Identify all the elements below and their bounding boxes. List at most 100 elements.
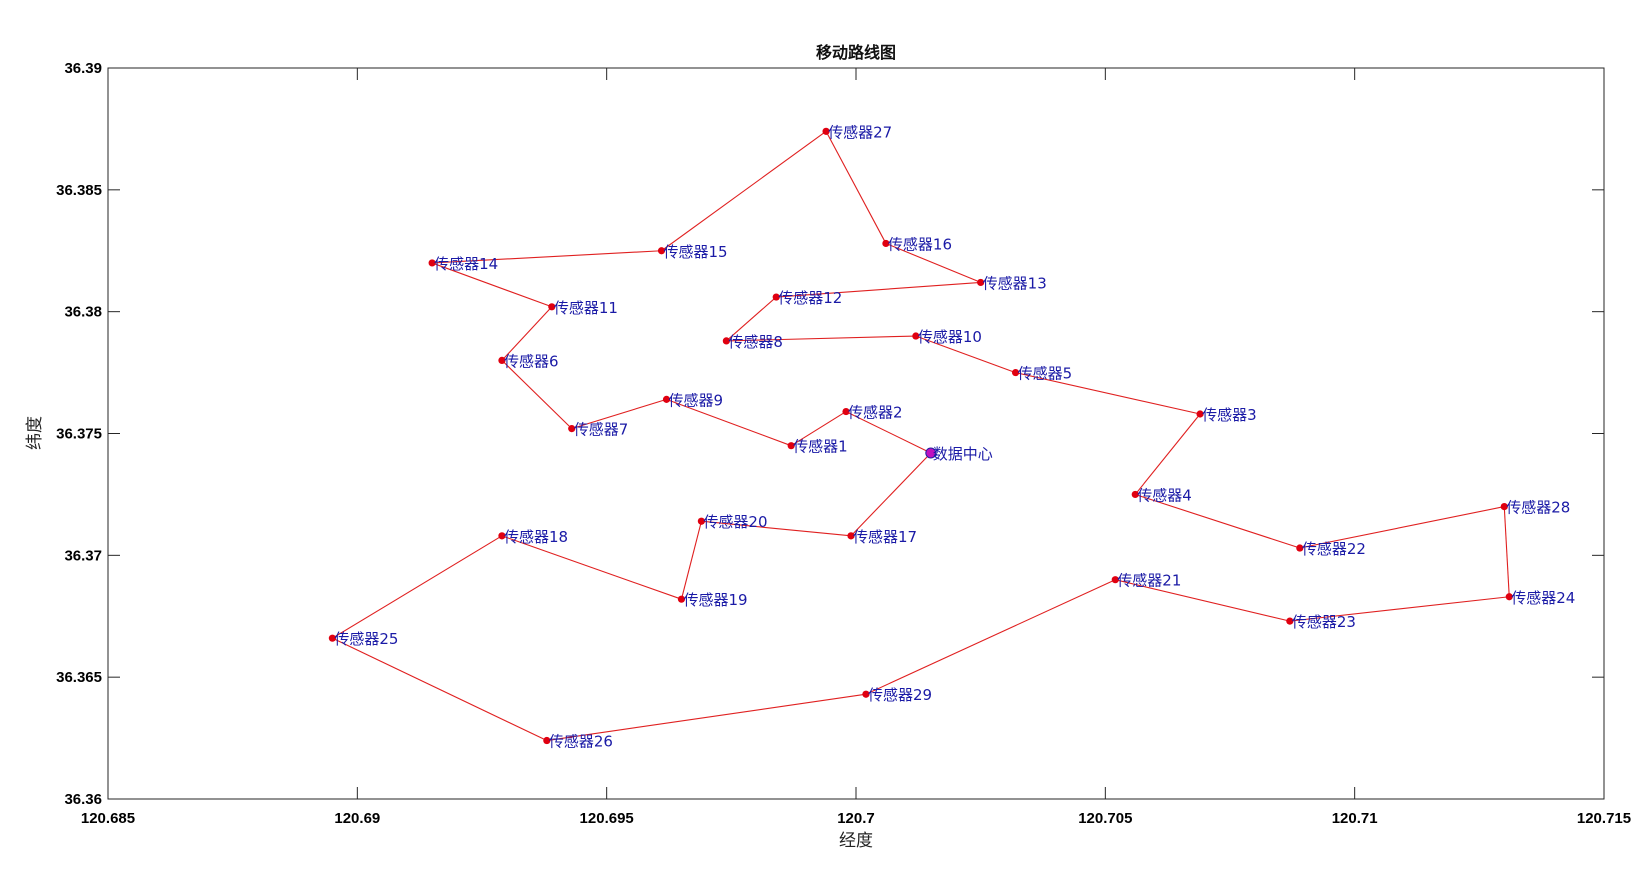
route-segment	[865, 579, 1116, 695]
y-tick-label: 36.36	[64, 791, 102, 808]
route-segment	[501, 360, 573, 430]
x-tick-label: 120.715	[1577, 810, 1631, 827]
sensor-marker	[1131, 490, 1139, 499]
route-segment	[332, 637, 548, 742]
route-markers	[328, 127, 1513, 745]
sensor-marker	[842, 407, 850, 416]
sensor-marker	[1296, 544, 1304, 552]
sensor-marker	[882, 239, 890, 248]
y-axis-label: 纬度	[25, 416, 45, 450]
y-tick-label: 36.375	[56, 426, 102, 443]
x-tick-label: 120.695	[580, 810, 634, 827]
sensor-label: 传感器23	[1292, 613, 1356, 631]
sensor-marker	[568, 425, 576, 433]
sensor-label: 传感器18	[504, 528, 568, 546]
sensor-marker	[657, 247, 666, 255]
route-segment	[431, 262, 553, 308]
sensor-marker	[428, 259, 436, 267]
sensor-marker	[862, 690, 870, 698]
sensor-label: 传感器4	[1137, 486, 1192, 504]
route-segment	[1299, 506, 1505, 549]
sensor-marker	[1500, 503, 1508, 511]
sensor-marker	[977, 278, 985, 287]
route-segment	[885, 242, 981, 283]
route-segment	[680, 521, 702, 600]
sensor-label: 传感器8	[728, 333, 783, 351]
route-segment	[1135, 493, 1300, 549]
sensor-label: 传感器21	[1117, 572, 1181, 590]
route-segment	[546, 693, 867, 742]
y-tick-label: 36.38	[64, 304, 102, 321]
route-segment	[1289, 596, 1510, 622]
route-segment	[725, 296, 777, 342]
sensor-marker	[548, 303, 556, 311]
route-segment	[501, 306, 553, 361]
sensor-marker	[722, 337, 730, 345]
sensor-label: 传感器25	[334, 630, 398, 648]
sensor-marker	[677, 595, 686, 603]
route-segment	[1503, 506, 1510, 597]
sensor-label: 传感器7	[574, 421, 629, 439]
y-tick-label: 36.385	[56, 182, 102, 199]
sensor-marker	[1111, 576, 1119, 584]
x-tick-label: 120.69	[334, 810, 380, 827]
sensor-label: 传感器24	[1511, 589, 1575, 607]
data-center-label: 数据中心	[933, 445, 993, 463]
route-segment	[701, 520, 852, 537]
sensor-marker	[787, 442, 795, 450]
sensor-label: 传感器17	[853, 528, 917, 546]
route-segment	[776, 281, 981, 298]
sensor-marker	[328, 634, 336, 642]
route-segment	[825, 131, 887, 244]
sensor-marker	[1196, 410, 1204, 418]
sensor-label: 传感器1	[793, 438, 848, 456]
sensor-label: 传感器28	[1506, 499, 1570, 517]
sensor-marker	[847, 532, 855, 540]
route-segment	[332, 535, 503, 639]
sensor-marker	[662, 395, 671, 403]
sensor-label: 传感器9	[669, 391, 724, 409]
sensor-label: 传感器26	[549, 733, 613, 751]
sensor-marker	[822, 127, 830, 135]
x-axis-label: 经度	[839, 831, 873, 851]
sensor-label: 传感器29	[868, 686, 932, 704]
route-segment	[666, 398, 792, 447]
sensor-label: 传感器13	[983, 274, 1047, 292]
sensor-marker	[498, 532, 506, 540]
sensor-label: 传感器5	[1018, 365, 1073, 383]
sensor-label: 传感器16	[888, 235, 952, 253]
sensor-marker	[1505, 593, 1513, 601]
route-segment	[845, 411, 932, 454]
route-segment	[790, 411, 847, 447]
x-tick-label: 120.685	[81, 810, 135, 827]
route-segment	[1015, 372, 1201, 415]
sensor-label: 传感器22	[1302, 540, 1366, 558]
sensor-label: 传感器12	[778, 289, 842, 307]
route-segment	[571, 398, 667, 430]
data-center-marker	[925, 447, 937, 459]
x-tick-label: 120.705	[1078, 810, 1132, 827]
route-segment	[432, 250, 662, 264]
plot-area	[107, 67, 1605, 800]
sensor-marker	[1286, 617, 1294, 625]
route-segment	[661, 130, 827, 252]
y-tick-label: 36.37	[64, 547, 102, 564]
route-segment	[726, 335, 916, 342]
sensor-label: 传感器14	[434, 255, 498, 273]
route-path	[332, 130, 1510, 742]
route-segment	[915, 335, 1016, 374]
sensor-marker	[543, 736, 551, 745]
sensor-marker	[498, 356, 506, 364]
sensor-label: 传感器11	[554, 299, 618, 317]
x-tick-label: 120.7	[837, 810, 875, 827]
sensor-label: 传感器3	[1202, 406, 1257, 424]
sensor-marker	[697, 517, 706, 525]
sensor-label: 传感器10	[918, 328, 982, 346]
axis-ticks: 120.685 120.69 120.695 120.7 120.705 120.71 12…	[56, 60, 1631, 827]
sensor-marker	[912, 332, 920, 340]
sensor-label: 传感器19	[683, 591, 747, 609]
route-segment	[1134, 413, 1201, 495]
route-segment	[1115, 579, 1290, 622]
